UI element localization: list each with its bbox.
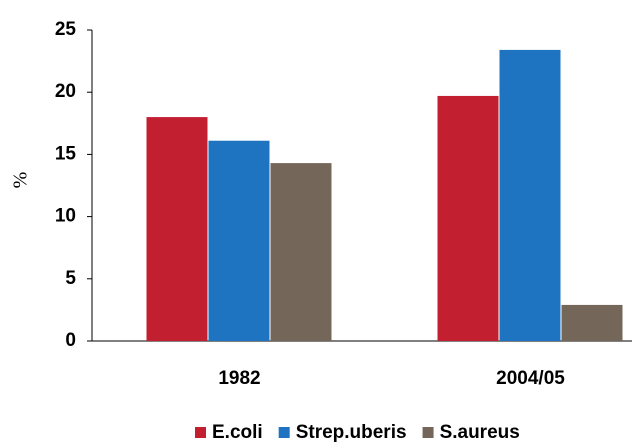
x-tick-label: 2004/05 xyxy=(496,368,565,389)
y-axis-label: % xyxy=(10,172,32,189)
bar xyxy=(270,163,332,341)
y-tick-label: 15 xyxy=(55,143,77,164)
legend-label: Strep.uberis xyxy=(296,422,407,443)
legend-swatch xyxy=(195,427,206,438)
y-tick-label: 20 xyxy=(55,81,76,102)
legend-swatch xyxy=(278,427,290,438)
legend-label: E.coli xyxy=(212,422,263,443)
bar xyxy=(499,49,561,342)
bar xyxy=(437,95,499,341)
y-tick-label: 0 xyxy=(65,330,76,351)
bar xyxy=(561,304,623,341)
legend-swatch xyxy=(422,427,434,438)
y-tick-label: 5 xyxy=(65,268,76,289)
legend-label: S.aureus xyxy=(440,422,520,443)
y-tick-label: 25 xyxy=(55,19,77,40)
y-tick-label: 10 xyxy=(55,206,76,227)
bar xyxy=(208,140,270,341)
x-tick-label: 1982 xyxy=(218,368,260,389)
bar xyxy=(146,117,208,341)
